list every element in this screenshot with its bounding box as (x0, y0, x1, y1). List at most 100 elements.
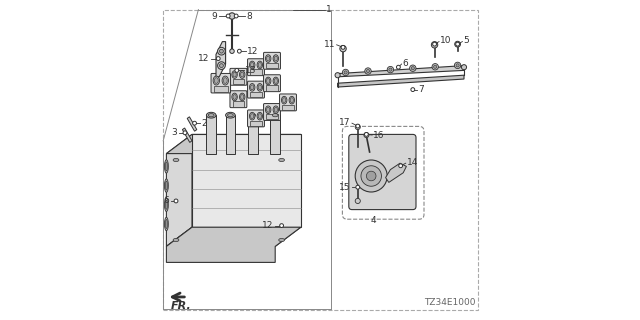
Ellipse shape (233, 94, 236, 100)
Polygon shape (166, 134, 192, 246)
Text: 16: 16 (374, 131, 385, 140)
Circle shape (433, 42, 436, 46)
Circle shape (355, 198, 360, 204)
Ellipse shape (214, 78, 218, 84)
Ellipse shape (226, 112, 236, 118)
Text: 15: 15 (339, 183, 351, 192)
Circle shape (356, 185, 360, 189)
Text: 7: 7 (418, 85, 424, 94)
Ellipse shape (165, 181, 168, 190)
Ellipse shape (232, 93, 237, 101)
Ellipse shape (273, 55, 278, 62)
Ellipse shape (165, 200, 168, 209)
Circle shape (220, 64, 223, 68)
Ellipse shape (164, 198, 168, 212)
Ellipse shape (239, 71, 245, 78)
Circle shape (229, 13, 236, 19)
Circle shape (456, 42, 460, 46)
Ellipse shape (258, 62, 262, 68)
Polygon shape (338, 66, 464, 77)
Ellipse shape (173, 158, 179, 162)
Ellipse shape (251, 114, 254, 119)
Circle shape (410, 65, 416, 71)
Bar (266, 85, 278, 91)
Circle shape (361, 166, 381, 186)
Ellipse shape (222, 76, 228, 85)
Circle shape (218, 62, 225, 69)
Ellipse shape (267, 107, 270, 112)
Ellipse shape (274, 78, 278, 84)
Ellipse shape (250, 61, 255, 69)
Ellipse shape (274, 56, 278, 61)
Ellipse shape (250, 112, 255, 120)
Ellipse shape (241, 72, 244, 77)
Ellipse shape (248, 112, 258, 118)
FancyBboxPatch shape (349, 134, 416, 210)
Circle shape (431, 42, 438, 48)
Circle shape (183, 131, 187, 135)
Ellipse shape (290, 98, 293, 103)
Ellipse shape (239, 93, 245, 101)
Text: 5: 5 (463, 36, 469, 45)
Bar (266, 114, 278, 119)
Text: 11: 11 (324, 40, 335, 49)
Ellipse shape (257, 112, 262, 120)
FancyBboxPatch shape (248, 81, 264, 98)
Circle shape (411, 88, 415, 92)
Polygon shape (182, 128, 192, 142)
Text: 8: 8 (246, 12, 252, 20)
Circle shape (344, 71, 348, 74)
Ellipse shape (250, 84, 255, 91)
Ellipse shape (223, 78, 227, 84)
Circle shape (366, 69, 370, 73)
Circle shape (237, 49, 241, 53)
Bar (214, 86, 228, 92)
Ellipse shape (273, 114, 278, 117)
Bar (232, 79, 244, 84)
Bar (250, 69, 262, 75)
Circle shape (365, 68, 371, 74)
Circle shape (432, 64, 438, 70)
Ellipse shape (164, 179, 168, 192)
Text: 14: 14 (407, 158, 419, 167)
Circle shape (341, 45, 345, 49)
Polygon shape (166, 227, 301, 246)
Bar (250, 121, 262, 126)
Ellipse shape (228, 114, 234, 117)
FancyBboxPatch shape (264, 104, 280, 120)
Circle shape (456, 64, 460, 67)
Circle shape (399, 164, 403, 168)
Ellipse shape (273, 77, 278, 85)
Circle shape (455, 41, 461, 47)
Ellipse shape (206, 112, 216, 118)
Circle shape (234, 14, 238, 18)
Circle shape (342, 69, 349, 76)
Circle shape (235, 68, 239, 72)
Ellipse shape (279, 158, 285, 162)
Circle shape (193, 121, 196, 125)
Circle shape (218, 47, 225, 55)
Bar (248, 115, 257, 154)
FancyBboxPatch shape (230, 91, 247, 108)
Circle shape (280, 224, 284, 228)
Text: 2: 2 (202, 119, 207, 128)
Text: 3: 3 (172, 128, 177, 137)
Ellipse shape (164, 160, 168, 173)
Ellipse shape (213, 76, 220, 85)
Circle shape (412, 67, 415, 70)
Ellipse shape (273, 106, 278, 114)
Ellipse shape (241, 94, 244, 100)
Circle shape (335, 73, 340, 78)
Circle shape (355, 124, 360, 130)
Text: 13: 13 (246, 66, 257, 75)
Ellipse shape (251, 85, 254, 90)
Ellipse shape (257, 61, 262, 69)
Bar (226, 115, 236, 154)
Text: 10: 10 (440, 36, 452, 45)
Circle shape (388, 68, 392, 71)
Polygon shape (338, 75, 464, 87)
FancyBboxPatch shape (230, 68, 247, 85)
Circle shape (220, 49, 223, 53)
FancyBboxPatch shape (264, 52, 280, 69)
Circle shape (355, 160, 387, 192)
